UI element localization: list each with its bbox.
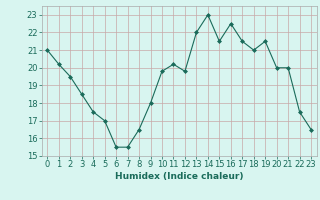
X-axis label: Humidex (Indice chaleur): Humidex (Indice chaleur) — [115, 172, 244, 181]
